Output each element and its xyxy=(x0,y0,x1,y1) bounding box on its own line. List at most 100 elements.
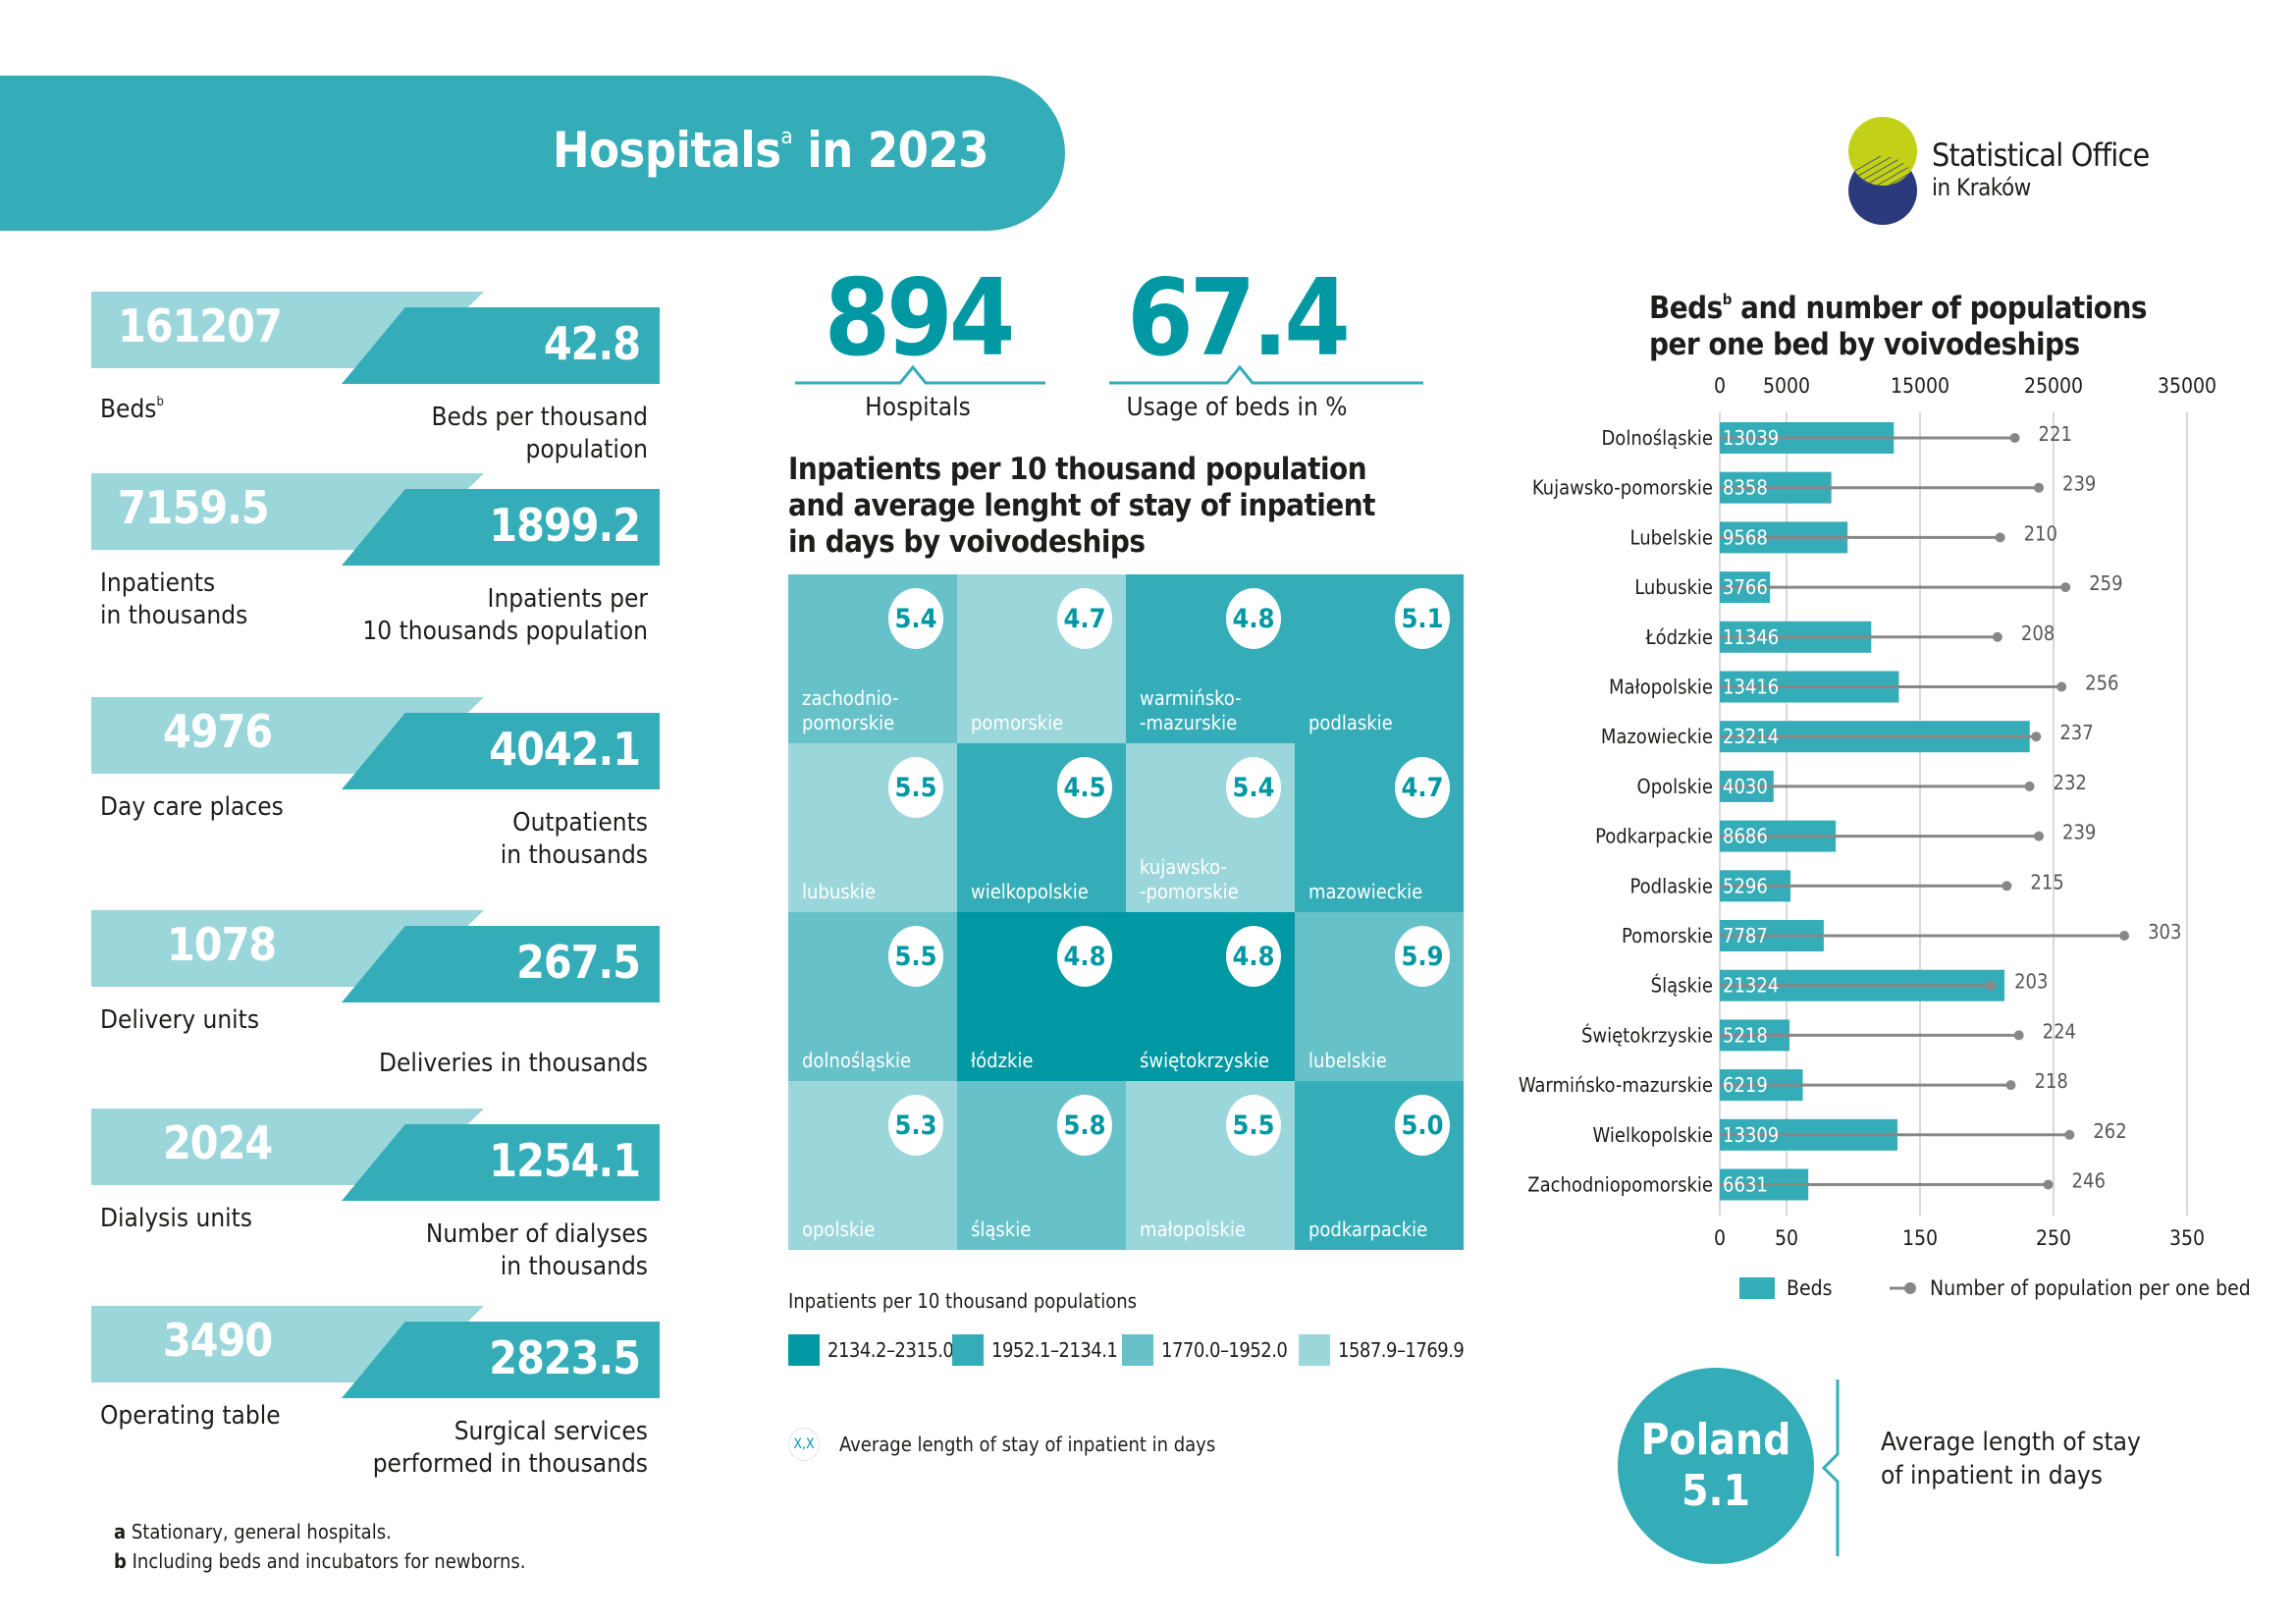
tilemap-title-line: Inpatients per 10 thousand population xyxy=(788,452,1367,487)
legend-label: 2134.2–2315.0 xyxy=(828,1338,954,1362)
category-label: Wielkopolskie xyxy=(1593,1123,1713,1147)
stat-primary-label-line: in thousands xyxy=(100,601,248,630)
voivodeship-name-line: mazowieckie xyxy=(1308,880,1423,903)
avg-stay-bubble: 4.8 xyxy=(1057,926,1112,987)
stat-secondary-value: 267.5 xyxy=(516,936,641,989)
population-value-label: 203 xyxy=(2014,970,2048,994)
stat-primary-label-line: Dialysis units xyxy=(100,1204,252,1233)
footnote-text: Including beds and incubators for newbor… xyxy=(126,1549,526,1573)
bed-usage-label: Usage of beds in % xyxy=(1126,393,1348,422)
legend-swatch xyxy=(1122,1334,1153,1366)
stat-primary-label-line: Day care places xyxy=(100,792,284,822)
avg-stay-bubble: 5.4 xyxy=(888,588,943,649)
population-point xyxy=(2056,681,2067,692)
stat-dark-banner xyxy=(342,307,660,384)
population-value-label: 259 xyxy=(2089,571,2122,595)
category-label: Zachodniopomorskie xyxy=(1527,1173,1713,1197)
voivodeship-tile: 5.5 lubuskie xyxy=(788,743,957,912)
footnote-b: b Including beds and incubators for newb… xyxy=(114,1546,525,1576)
voivodeship-name-line: lubuskie xyxy=(802,880,877,903)
voivodeship-name-line: śląskie xyxy=(971,1218,1032,1241)
avg-stay-bubble: 5.3 xyxy=(888,1095,943,1156)
avg-stay-bubble: 4.7 xyxy=(1395,757,1450,818)
stat-dark-banner xyxy=(342,1322,660,1398)
tilemap-title-line: in days by voivodeships xyxy=(788,524,1146,560)
legend-swatch xyxy=(952,1334,984,1366)
poland-average-value: 5.1 xyxy=(1681,1466,1751,1516)
footnotes: a Stationary, general hospitals. b Inclu… xyxy=(114,1517,525,1576)
avg-stay-bubble: 5.1 xyxy=(1395,588,1450,649)
voivodeship-tile: 4.7 mazowieckie xyxy=(1295,743,1464,912)
population-point xyxy=(2034,482,2045,493)
population-value-label: 303 xyxy=(2148,920,2181,944)
stat-primary-label: Delivery units xyxy=(100,1004,259,1037)
voivodeship-tile: 5.0 podkarpackie xyxy=(1295,1081,1464,1250)
category-label: Warmińsko-mazurskie xyxy=(1519,1073,1713,1097)
population-value-label: 215 xyxy=(2030,870,2063,893)
population-point xyxy=(2064,1129,2075,1140)
beds-value-label: 4030 xyxy=(1723,775,1768,798)
population-point xyxy=(1986,980,1997,991)
stat-secondary-value: 42.8 xyxy=(543,317,641,370)
stat-block: 7159.5 1899.2 Inpatients in thousands Inpati… xyxy=(0,473,687,660)
chart-title-line: per one bed by voivodeships xyxy=(1649,327,2080,362)
stat-block: 3490 2823.5 Operating table Surgical servic… xyxy=(0,1306,687,1492)
population-value-label: 218 xyxy=(2034,1069,2067,1093)
top-axis-tick-label: 5000 xyxy=(1763,374,1810,398)
top-axis-tick-label: 35000 xyxy=(2158,374,2216,398)
avg-stay-bubble: 5.5 xyxy=(888,926,943,987)
voivodeship-name-line: podkarpackie xyxy=(1308,1218,1428,1241)
stat-secondary-label-line: population xyxy=(525,435,648,464)
legend-beds-label: Beds xyxy=(1787,1276,1832,1300)
population-point xyxy=(2031,731,2042,742)
voivodeship-name-line: podlaskie xyxy=(1308,711,1393,734)
voivodeship-tile: 5.4 zachodnio-pomorskie xyxy=(788,574,957,743)
bottom-axis-tick-label: 150 xyxy=(1902,1226,1938,1250)
population-point xyxy=(2060,582,2071,593)
statistical-office-logo-icon xyxy=(1848,117,1917,225)
voivodeship-tile: 5.9 lubelskie xyxy=(1295,912,1464,1081)
population-point xyxy=(2043,1179,2054,1190)
stat-primary-label: Bedsb xyxy=(100,386,164,426)
stat-primary-value: 4976 xyxy=(163,705,273,758)
beds-value-label: 3766 xyxy=(1723,575,1768,599)
stat-block: 161207 42.8 Bedsb Beds per thousand populati… xyxy=(0,292,687,478)
top-axis-tick-label: 25000 xyxy=(2024,374,2083,398)
population-value-label: 208 xyxy=(2021,622,2055,645)
beds-value-label: 13416 xyxy=(1723,676,1779,699)
population-point xyxy=(2013,1030,2024,1041)
footnote-mark: a xyxy=(114,1520,127,1543)
beds-value-label: 13309 xyxy=(1723,1123,1779,1147)
population-point xyxy=(1992,631,2002,642)
category-label: Mazowieckie xyxy=(1601,725,1713,748)
stat-primary-label: Operating table xyxy=(100,1400,281,1433)
bottom-axis-tick-label: 350 xyxy=(2169,1226,2205,1250)
voivodeship-tile: 5.3 opolskie xyxy=(788,1081,957,1250)
stat-primary-label-line: Delivery units xyxy=(100,1005,260,1035)
footnote-mark-b: b xyxy=(1722,291,1733,308)
stat-secondary-label: Deliveries in thousands xyxy=(379,1048,648,1080)
stat-secondary-label: Beds per thousand population xyxy=(431,402,648,466)
bracket-icon xyxy=(1821,1380,1840,1556)
beds-value-label: 23214 xyxy=(1723,725,1779,748)
voivodeship-name-line: opolskie xyxy=(802,1218,876,1241)
hospitals-pointer-line xyxy=(795,364,1045,385)
beds-value-label: 5218 xyxy=(1723,1023,1768,1047)
tilemap-title: Inpatients per 10 thousand population an… xyxy=(788,452,1375,561)
population-value-label: 232 xyxy=(2054,771,2087,794)
poland-average-circle: Poland 5.1 xyxy=(1618,1368,1814,1564)
population-value-label: 246 xyxy=(2072,1169,2106,1193)
stat-secondary-label-line: Outpatients xyxy=(512,808,648,838)
voivodeship-name-line: warmińsko- xyxy=(1140,686,1242,710)
category-label: Kujawsko-pomorskie xyxy=(1532,476,1713,500)
avg-stay-bubble: 4.8 xyxy=(1226,588,1281,649)
stat-secondary-label-line: Number of dialyses xyxy=(425,1219,648,1249)
logo-text-line1: Statistical Office xyxy=(1932,136,2150,174)
avg-stay-bubble: 4.7 xyxy=(1057,588,1112,649)
beds-value-label: 21324 xyxy=(1723,974,1779,998)
avg-stay-bubble: 5.4 xyxy=(1226,757,1281,818)
stat-secondary-value: 1899.2 xyxy=(489,499,641,552)
stat-primary-label-line: Bedsb xyxy=(100,395,164,424)
page-title-text: Hospitals xyxy=(553,122,781,179)
footnote-mark: b xyxy=(114,1549,127,1573)
